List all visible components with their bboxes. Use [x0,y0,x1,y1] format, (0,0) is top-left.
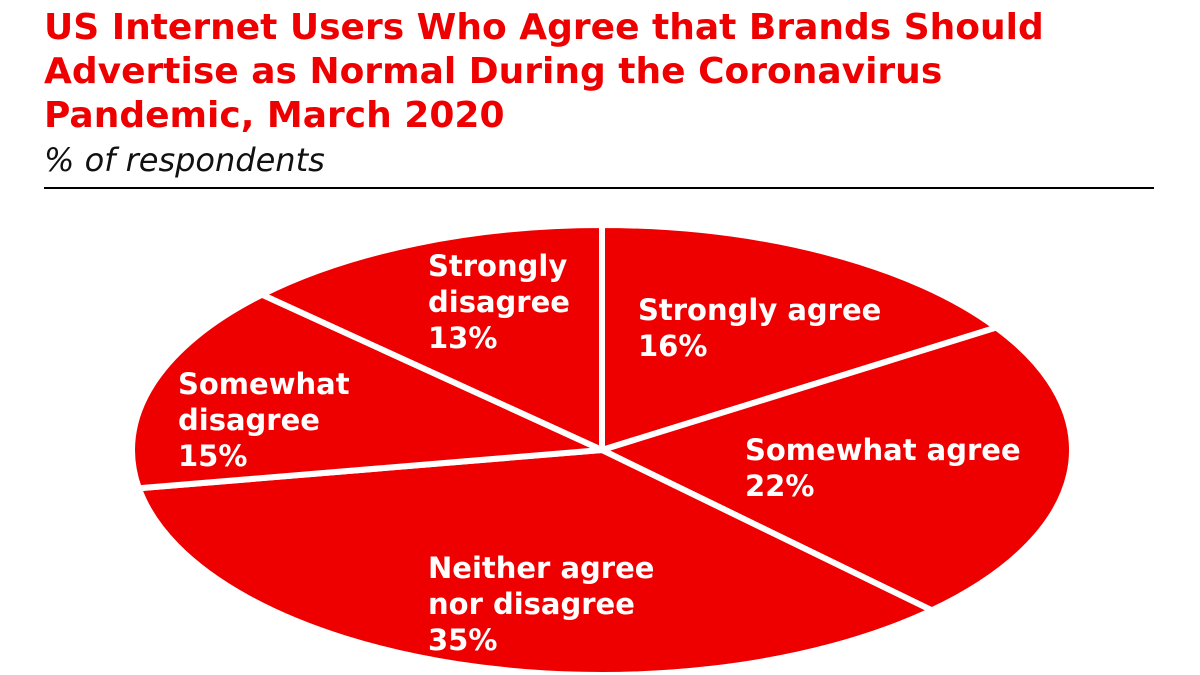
slice-category-3: Somewhat [178,367,350,401]
slice-category-2: Neither agree [428,551,654,585]
title-divider [44,187,1154,189]
slice-label-4: Strongly disagree 13% [428,249,570,355]
chart-subtitle: % of respondents [44,141,325,179]
slice-label-3: Somewhat disagree 15% [178,367,350,473]
slice-category-2: nor disagree [428,587,635,621]
slice-label-1: Somewhat agree 22% [745,433,1021,503]
chart-title: US Internet Users Who Agree that Brands … [44,7,1044,136]
slice-category-0: Strongly agree [638,293,881,327]
slice-category-4: Strongly [428,249,567,283]
pie-labels: Strongly agree 16% Somewhat agree 22% Neithe… [178,249,1021,657]
slice-label-0: Strongly agree 16% [638,293,881,363]
slice-value-1: 22% [745,469,814,503]
slice-value-4: 13% [428,321,497,355]
pie-slice-0 [599,222,1000,453]
pie-slices [129,222,1075,675]
slice-value-3: 15% [178,439,247,473]
slice-category-3: disagree [178,403,320,437]
slice-label-2: Neither agree nor disagree 35% [428,551,654,657]
pie-slice-3 [129,291,605,492]
slice-value-0: 16% [638,329,707,363]
pie-slice-2 [135,447,935,675]
slice-value-2: 35% [428,623,497,657]
slice-category-4: disagree [428,285,570,319]
slice-category-1: Somewhat agree [745,433,1021,467]
pie-slice-1 [599,324,1075,614]
pie-slice-4 [259,222,605,453]
